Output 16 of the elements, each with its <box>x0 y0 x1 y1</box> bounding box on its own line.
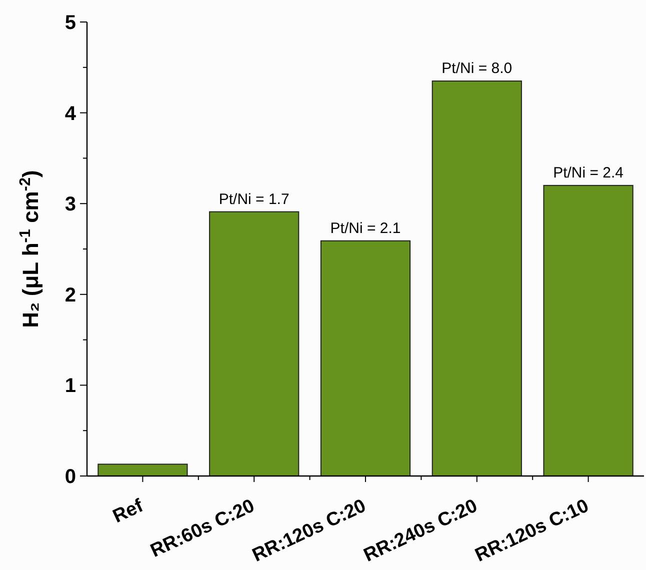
annotation: Pt/Ni = 8.0 <box>442 60 512 78</box>
bar <box>543 184 634 476</box>
annotation: Pt/Ni = 2.1 <box>330 220 401 237</box>
x-tick-label: Ref <box>110 495 148 528</box>
bar <box>98 464 188 476</box>
y-tick-label: 5 <box>64 12 76 34</box>
bar <box>432 80 522 476</box>
y-tick-label: 4 <box>64 102 77 125</box>
y-tick-label: 1 <box>64 375 76 398</box>
annotation: Pt/Ni = 1.7 <box>218 190 290 208</box>
bar <box>320 240 411 476</box>
y-tick-label: 0 <box>64 466 76 488</box>
y-tick-label: 2 <box>64 284 76 306</box>
y-tick-label: 3 <box>64 194 76 216</box>
annotation: Pt/Ni = 2.4 <box>553 164 624 182</box>
bar <box>209 211 300 476</box>
